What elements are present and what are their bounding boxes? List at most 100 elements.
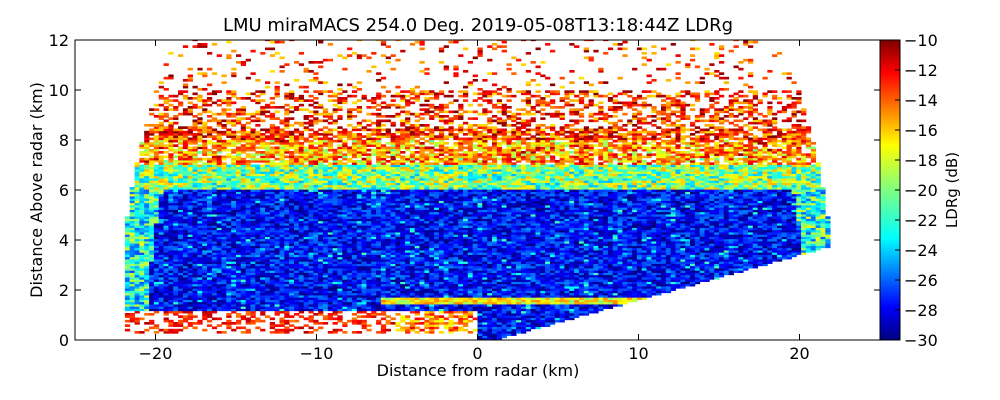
- field-cell: [221, 180, 227, 183]
- field-cell: [168, 220, 174, 224]
- field-cell: [337, 227, 343, 231]
- field-cell: [318, 322, 324, 325]
- field-cell: [332, 205, 338, 208]
- field-cell: [351, 196, 358, 199]
- field-cell: [192, 85, 198, 89]
- field-cell: [216, 180, 222, 183]
- field-cell: [216, 299, 222, 303]
- field-cell: [236, 180, 242, 183]
- field-cell: [279, 232, 285, 235]
- field-cell: [231, 205, 237, 208]
- field-cell: [322, 90, 329, 93]
- field-cell: [202, 277, 208, 280]
- field-cell: [274, 173, 280, 177]
- field-cell: [327, 306, 334, 309]
- field-cell: [380, 218, 387, 222]
- field-cell: [337, 171, 343, 174]
- field-cell: [366, 193, 372, 197]
- field-cell: [236, 313, 242, 316]
- field-cell: [371, 304, 377, 307]
- field-cell: [380, 220, 387, 224]
- field-cell: [313, 76, 319, 80]
- field-cell: [371, 256, 377, 260]
- field-cell: [168, 74, 174, 78]
- field-cell: [211, 128, 218, 132]
- field-cell: [207, 265, 213, 269]
- field-cell: [347, 286, 353, 289]
- field-cell: [342, 229, 348, 233]
- field-cell: [361, 160, 367, 163]
- field-cell: [260, 243, 266, 246]
- field-cell: [376, 292, 382, 296]
- field-cell: [129, 299, 135, 303]
- field-cell: [173, 313, 179, 316]
- field-cell: [168, 227, 174, 231]
- field-cell: [182, 85, 189, 89]
- field-cell: [298, 225, 305, 228]
- field-cell: [366, 279, 372, 282]
- field-cell: [178, 200, 184, 204]
- field-cell: [158, 295, 164, 298]
- field-cell: [207, 173, 213, 177]
- field-cell: [255, 288, 261, 291]
- field-cell: [342, 268, 348, 271]
- field-cell: [207, 139, 213, 143]
- field-cell: [197, 187, 203, 190]
- field-cell: [366, 216, 372, 219]
- field-cell: [245, 164, 251, 168]
- field-cell: [255, 94, 261, 98]
- field-cell: [284, 218, 290, 222]
- field-cell: [327, 90, 334, 93]
- field-cell: [274, 142, 280, 145]
- field-cell: [332, 310, 338, 314]
- field-cell: [361, 301, 367, 305]
- field-cell: [274, 189, 280, 192]
- field-cell: [351, 301, 358, 305]
- field-cell: [245, 142, 251, 145]
- field-cell: [197, 322, 203, 325]
- field-cell: [134, 189, 140, 192]
- field-cell: [144, 254, 150, 258]
- field-cell: [313, 171, 319, 174]
- field-cell: [124, 256, 131, 260]
- field-cell: [298, 274, 305, 278]
- field-cell: [303, 173, 309, 177]
- field-cell: [289, 283, 295, 287]
- field-cell: [269, 126, 276, 129]
- field-cell: [139, 236, 145, 240]
- field-cell: [192, 205, 198, 208]
- field-cell: [153, 297, 160, 300]
- field-cell: [366, 191, 372, 195]
- field-cell: [265, 173, 271, 177]
- field-cell: [202, 175, 208, 179]
- field-cell: [231, 124, 237, 127]
- field-cell: [260, 268, 266, 271]
- field-cell: [294, 236, 300, 240]
- field-cell: [134, 288, 140, 291]
- field-cell: [149, 279, 155, 282]
- field-cell: [371, 216, 377, 219]
- field-cell: [342, 153, 348, 156]
- field-cell: [231, 216, 237, 219]
- field-cell: [153, 166, 160, 170]
- field-cell: [332, 313, 338, 316]
- field-cell: [178, 171, 184, 174]
- field-cell: [284, 225, 290, 228]
- field-cell: [250, 193, 256, 197]
- field-cell: [347, 191, 353, 195]
- field-cell: [173, 155, 179, 159]
- field-cell: [187, 306, 193, 309]
- field-cell: [356, 180, 363, 183]
- field-cell: [240, 164, 247, 168]
- field-cell: [294, 250, 300, 253]
- field-cell: [294, 290, 300, 294]
- field-cell: [245, 191, 251, 195]
- field-cell: [182, 295, 189, 298]
- field-cell: [269, 191, 276, 195]
- field-cell: [274, 200, 280, 204]
- field-cell: [385, 247, 391, 251]
- field-cell: [139, 207, 145, 210]
- field-cell: [289, 178, 295, 181]
- field-cell: [390, 196, 396, 199]
- field-cell: [173, 135, 179, 138]
